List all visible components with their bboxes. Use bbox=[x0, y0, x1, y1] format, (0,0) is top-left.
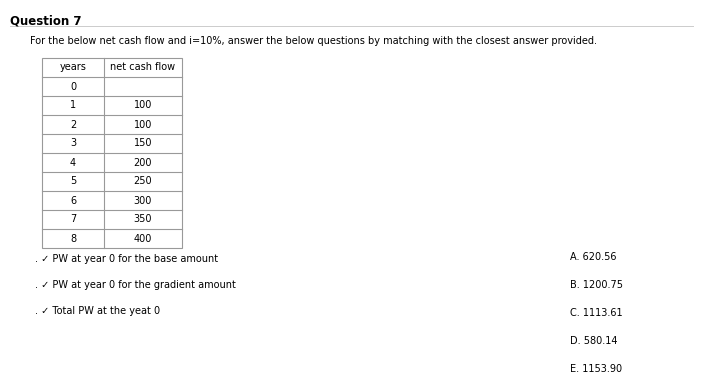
Text: 0: 0 bbox=[70, 81, 76, 92]
Text: D. 580.14: D. 580.14 bbox=[570, 336, 617, 346]
Text: A. 620.56: A. 620.56 bbox=[570, 252, 617, 262]
Text: net cash flow: net cash flow bbox=[110, 63, 176, 72]
Text: 7: 7 bbox=[70, 214, 76, 225]
Text: years: years bbox=[60, 63, 86, 72]
Text: E. 1153.90: E. 1153.90 bbox=[570, 364, 622, 374]
Text: 250: 250 bbox=[134, 177, 153, 186]
Text: Question 7: Question 7 bbox=[10, 14, 82, 27]
Text: B. 1200.75: B. 1200.75 bbox=[570, 280, 623, 290]
Text: 300: 300 bbox=[134, 195, 152, 206]
Text: . ✓ Total PW at the yeat 0: . ✓ Total PW at the yeat 0 bbox=[35, 306, 160, 316]
Text: 150: 150 bbox=[134, 138, 153, 148]
Text: For the below net cash flow and i=10%, answer the below questions by matching wi: For the below net cash flow and i=10%, a… bbox=[30, 36, 597, 46]
Text: 100: 100 bbox=[134, 120, 152, 129]
Text: 350: 350 bbox=[134, 214, 153, 225]
Text: 400: 400 bbox=[134, 234, 152, 243]
Text: 3: 3 bbox=[70, 138, 76, 148]
Bar bbox=[42, 58, 182, 248]
Text: C. 1113.61: C. 1113.61 bbox=[570, 308, 623, 318]
Text: 2: 2 bbox=[70, 120, 76, 129]
Text: 1: 1 bbox=[70, 100, 76, 111]
Text: 200: 200 bbox=[134, 158, 153, 168]
Text: 4: 4 bbox=[70, 158, 76, 168]
Text: 6: 6 bbox=[70, 195, 76, 206]
Text: 5: 5 bbox=[70, 177, 76, 186]
Text: 8: 8 bbox=[70, 234, 76, 243]
Text: . ✓ PW at year 0 for the gradient amount: . ✓ PW at year 0 for the gradient amount bbox=[35, 280, 236, 290]
Text: 100: 100 bbox=[134, 100, 152, 111]
Text: . ✓ PW at year 0 for the base amount: . ✓ PW at year 0 for the base amount bbox=[35, 254, 218, 264]
